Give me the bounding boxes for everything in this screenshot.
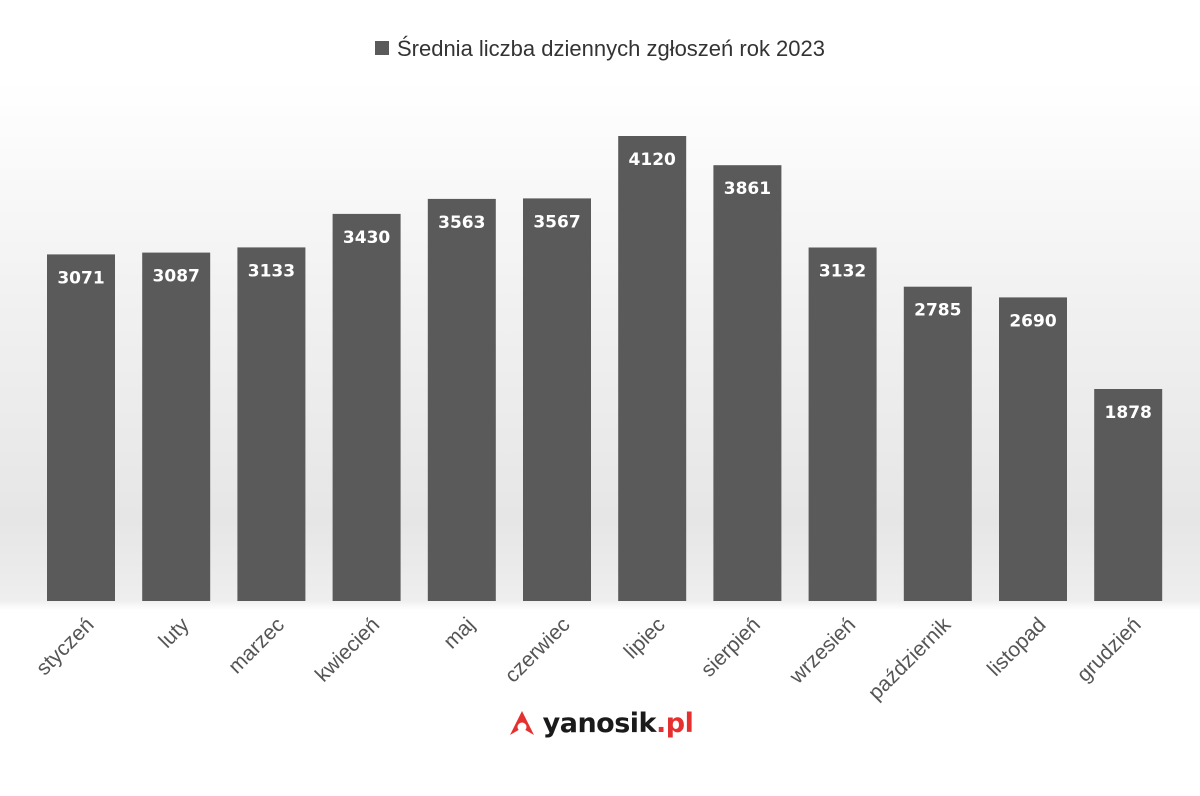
x-tick-label-lipiec: lipiec [620, 613, 670, 663]
bar-kwiecień [332, 213, 401, 601]
bar-wrzesień [808, 247, 877, 601]
legend-label: Średnia liczba dziennych zgłoszeń rok 20… [396, 36, 826, 61]
x-tick-label-październik: październik [864, 613, 956, 705]
x-tick-label-maj: maj [439, 613, 479, 653]
x-tick-label-luty: luty [154, 613, 194, 653]
x-tick-label-marzec: marzec [224, 613, 289, 678]
bar-sierpień [713, 165, 782, 601]
bar-styczeń [47, 254, 115, 601]
bar-czerwiec [523, 198, 591, 601]
logo-wordmark: yanosik.pl [543, 708, 694, 739]
x-tick-label-styczeń: styczeń [32, 613, 99, 680]
data-label-sierpień: 3861 [724, 179, 771, 199]
bar-grudzień [1094, 389, 1163, 601]
bar-luty [142, 252, 211, 601]
x-tick-label-sierpień: sierpień [697, 613, 765, 681]
data-label-grudzień: 1878 [1105, 403, 1152, 423]
logo-brand: yanosik [542, 708, 657, 739]
legend-swatch [374, 41, 389, 55]
brand-logo: yanosik.pl [0, 708, 1200, 739]
x-tick-label-listopad: listopad [983, 613, 1050, 680]
data-label-maj: 3563 [438, 213, 485, 233]
data-label-kwiecień: 3430 [343, 228, 390, 248]
bar-listopad [999, 297, 1067, 601]
chart-legend: Średnia liczba dziennych zgłoszeń rok 20… [0, 36, 1200, 62]
data-label-czerwiec: 3567 [533, 212, 580, 232]
bar-marzec [237, 247, 306, 601]
data-label-marzec: 3133 [248, 261, 295, 281]
data-label-styczeń: 3071 [57, 268, 104, 288]
data-label-luty: 3087 [153, 267, 200, 287]
x-tick-label-czerwiec: czerwiec [501, 613, 575, 687]
yanosik-logo-icon [509, 710, 534, 735]
x-tick-label-wrzesień: wrzesień [785, 613, 861, 689]
data-label-listopad: 2690 [1009, 311, 1056, 331]
data-label-październik: 2785 [914, 301, 961, 321]
bar-październik [903, 286, 972, 601]
logo-tld: .pl [656, 708, 694, 739]
bar-lipiec [618, 136, 687, 601]
data-label-wrzesień: 3132 [819, 262, 866, 282]
x-tick-label-kwiecień: kwiecień [311, 613, 384, 686]
bar-maj [427, 198, 496, 601]
data-label-lipiec: 4120 [629, 150, 676, 170]
x-tick-label-grudzień: grudzień [1073, 613, 1146, 686]
